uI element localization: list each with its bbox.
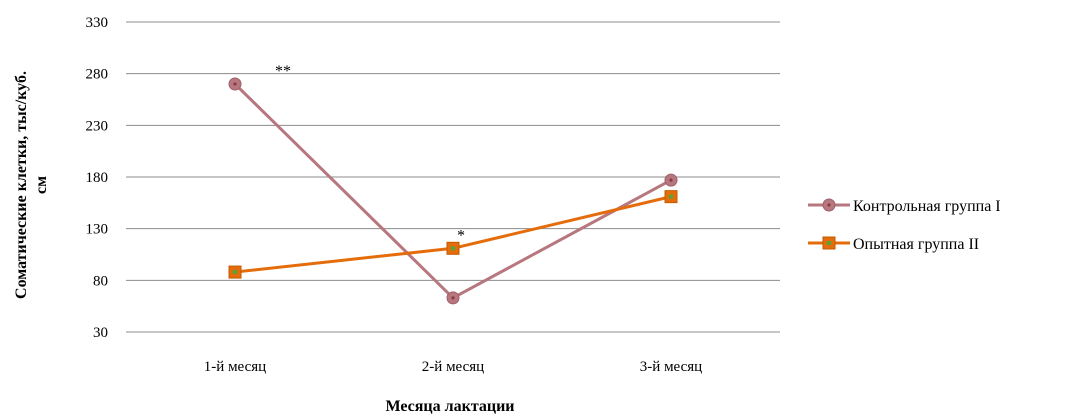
y-tick-label: 80 (93, 273, 108, 289)
x-axis-ticks: 1-й месяц 2-й месяц 3-й месяц (204, 359, 702, 375)
y-tick-label: 130 (86, 222, 109, 238)
y-axis-title: Соматические клетки, тыс/куб. см (13, 71, 50, 299)
significance-mark: * (457, 227, 465, 244)
x-axis-title: Месяца лактации (385, 398, 514, 415)
series-1 (228, 77, 678, 305)
gridlines (126, 21, 780, 333)
annotations: *** (275, 63, 465, 244)
legend-marker-center (827, 203, 831, 207)
significance-mark: ** (275, 63, 291, 80)
legend-item-1: Контрольная группа I (808, 198, 1001, 215)
series-layer (228, 77, 678, 305)
y-tick-label: 230 (86, 118, 109, 134)
data-point-center (233, 82, 237, 86)
y-tick-label: 180 (86, 170, 109, 186)
y-tick-label: 30 (93, 325, 108, 341)
legend-label: Контрольная группа I (853, 198, 1001, 215)
legend-marker-center (827, 241, 831, 245)
x-tick-label: 1-й месяц (204, 359, 266, 375)
y-tick-label: 330 (86, 15, 109, 31)
y-axis-title-line-1: Соматические клетки, тыс/куб. (13, 71, 30, 299)
data-point-center (669, 194, 673, 199)
legend-item-2: Опытная группа II (808, 236, 979, 253)
y-axis-title-line-2: см (33, 176, 50, 194)
y-tick-label: 280 (86, 67, 109, 83)
series-line-2 (234, 195, 672, 274)
legend: Контрольная группа I Опытная группа II (808, 198, 1001, 253)
x-tick-label: 2-й месяц (422, 359, 484, 375)
series-2 (228, 190, 678, 279)
data-point-center (669, 178, 673, 182)
data-point-center (451, 246, 455, 251)
data-point-center (451, 296, 455, 300)
y-axis-ticks: 30 80 130 180 230 280 330 (86, 15, 109, 341)
data-point-center (233, 270, 237, 275)
legend-label: Опытная группа II (853, 236, 979, 253)
x-tick-label: 3-й месяц (640, 359, 702, 375)
